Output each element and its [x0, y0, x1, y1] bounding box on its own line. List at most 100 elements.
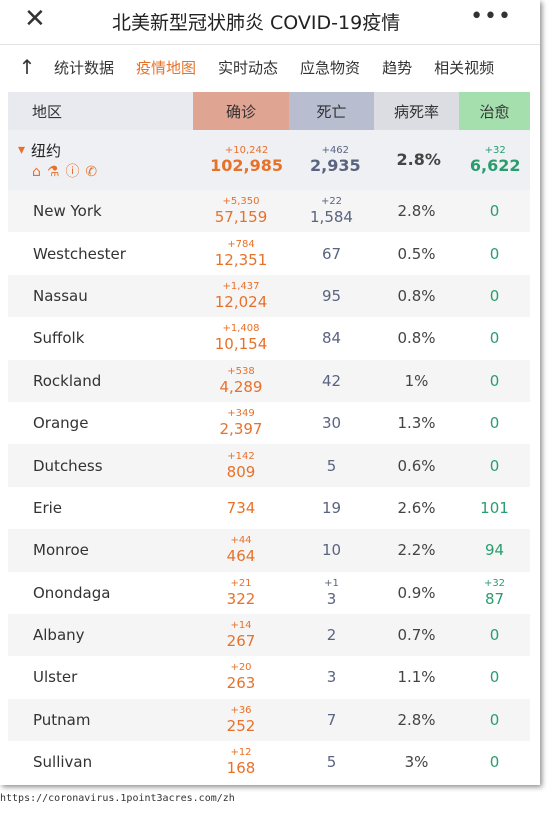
- total-value: 2.6%: [397, 498, 436, 517]
- change-value: +20: [230, 662, 252, 674]
- change-value: +1,437: [222, 280, 260, 292]
- close-button[interactable]: ✕: [24, 4, 46, 34]
- tab-bar: ↑ 统计数据 疫情地图 实时动态 应急物资 趋势 相关视频: [0, 45, 540, 89]
- total-value: 2,935: [309, 156, 361, 175]
- total-value: 95: [321, 286, 342, 305]
- region-name: Suffolk: [33, 329, 85, 348]
- value-cell: 0: [459, 190, 530, 232]
- total-value: 2.8%: [396, 150, 441, 169]
- total-value: 4,289: [219, 377, 263, 396]
- total-value: 57,159: [214, 208, 268, 227]
- back-to-top[interactable]: ↑: [18, 55, 36, 79]
- table-row: Rockland +538 4,289 42 1% 0: [8, 359, 530, 402]
- column-header: 治愈: [459, 92, 530, 130]
- table-row: Albany +14 267 2 0.7% 0: [8, 613, 530, 657]
- tab[interactable]: 实时动态: [218, 58, 279, 77]
- change-value: +10,242: [224, 145, 269, 156]
- tab[interactable]: 统计数据: [54, 58, 115, 77]
- tab[interactable]: 应急物资: [300, 58, 361, 77]
- total-value: 734: [226, 498, 256, 517]
- value-cell: 0: [459, 275, 530, 317]
- total-value: 102,985: [210, 156, 283, 175]
- total-value: 267: [226, 632, 256, 651]
- total-value: 0.8%: [397, 286, 436, 305]
- value-cell: +14 267: [193, 614, 289, 656]
- value-cell: 734: [193, 487, 289, 529]
- value-cell: 0: [459, 656, 530, 698]
- value-cell: +5,350 57,159: [193, 190, 289, 232]
- value-cell: 3%: [374, 741, 459, 783]
- column-header: 确诊: [193, 92, 289, 130]
- region-cell: Suffolk: [8, 317, 193, 359]
- more-button[interactable]: •••: [470, 4, 512, 29]
- source-url: https://coronavirus.1point3acres.com/zh: [0, 793, 235, 804]
- region-cell: Nassau: [8, 275, 193, 317]
- change-value: +36: [230, 704, 252, 716]
- table-row: Monroe +44 464 10 2.2% 94: [8, 529, 530, 572]
- tab[interactable]: 趋势: [382, 58, 413, 77]
- value-cell: 2.2%: [374, 529, 459, 571]
- value-cell: +21 322: [193, 572, 289, 614]
- value-cell: 0: [459, 614, 530, 656]
- total-value: 0: [489, 753, 500, 772]
- tab[interactable]: 疫情地图: [136, 58, 197, 77]
- value-cell: +36 252: [193, 699, 289, 741]
- icon-row: ⌂⚗ⓘ✆: [32, 163, 104, 180]
- value-cell: +349 2,397: [193, 402, 289, 444]
- value-cell: 0.7%: [374, 614, 459, 656]
- column-header: 病死率: [374, 92, 459, 130]
- value-cell: 2.8%: [374, 190, 459, 232]
- value-cell: +10,242 102,985: [199, 130, 293, 190]
- table-row: Putnam +36 252 7 2.8% 0: [8, 698, 530, 742]
- change-value: +21: [230, 577, 252, 589]
- table-body: New York +5,350 57,159 +22 1,584 2.8% 0 Westche…: [8, 190, 530, 783]
- total-value: 263: [226, 674, 256, 693]
- total-value: 101: [480, 498, 509, 517]
- value-cell: 5: [289, 741, 374, 783]
- value-cell: +20 263: [193, 656, 289, 698]
- change-value: +784: [227, 238, 255, 250]
- total-value: 0: [489, 710, 500, 729]
- value-cell: 1.1%: [374, 656, 459, 698]
- change-value: +14: [230, 620, 252, 632]
- value-cell: +538 4,289: [193, 360, 289, 402]
- region-cell: Orange: [8, 402, 193, 444]
- value-cell: 0: [459, 699, 530, 741]
- total-value: 19: [321, 498, 342, 517]
- value-cell: 95: [289, 275, 374, 317]
- value-cell: 5: [289, 444, 374, 486]
- total-value: 12,024: [214, 292, 268, 311]
- table-row: Ulster +20 263 3 1.1% 0: [8, 656, 530, 698]
- total-value: 0.5%: [397, 244, 436, 263]
- region-name: Putnam: [33, 710, 91, 729]
- value-cell: 67: [289, 232, 374, 274]
- value-cell: 19: [289, 487, 374, 529]
- value-cell: 1.3%: [374, 402, 459, 444]
- change-value: +142: [227, 450, 255, 462]
- total-value: 0: [489, 202, 500, 221]
- total-value: 10,154: [214, 335, 268, 354]
- total-value: 0: [489, 371, 500, 390]
- change-value: +538: [227, 365, 255, 377]
- total-value: 322: [226, 589, 256, 608]
- value-cell: +32 87: [459, 572, 530, 614]
- value-cell: 0.9%: [374, 572, 459, 614]
- value-cell: +12 168: [193, 741, 289, 783]
- table-row: Sullivan +12 168 5 3% 0: [8, 741, 530, 783]
- header-row: 地区 确诊 死亡 病死率 治愈: [8, 92, 530, 130]
- expand-toggle[interactable]: ▾: [18, 142, 26, 158]
- change-value: +5,350: [222, 196, 260, 208]
- region-cell: ▾ 纽约 ⌂⚗ⓘ✆: [8, 130, 199, 190]
- tab[interactable]: 相关视频: [434, 58, 495, 77]
- change-value: +32: [483, 577, 506, 589]
- value-cell: +22 1,584: [289, 190, 374, 232]
- region-name: 纽约: [31, 141, 62, 160]
- value-cell: 0: [459, 360, 530, 402]
- value-cell: 94: [459, 529, 530, 571]
- region-cell: Westchester: [8, 232, 193, 274]
- region-name: Ulster: [33, 668, 78, 687]
- screen: ✕ 北美新型冠状肺炎 COVID-19疫情 ••• ↑ 统计数据 疫情地图 实时动态 应…: [0, 4, 540, 783]
- change-value: +1,408: [222, 323, 260, 335]
- table-row: New York +5,350 57,159 +22 1,584 2.8% 0: [8, 190, 530, 233]
